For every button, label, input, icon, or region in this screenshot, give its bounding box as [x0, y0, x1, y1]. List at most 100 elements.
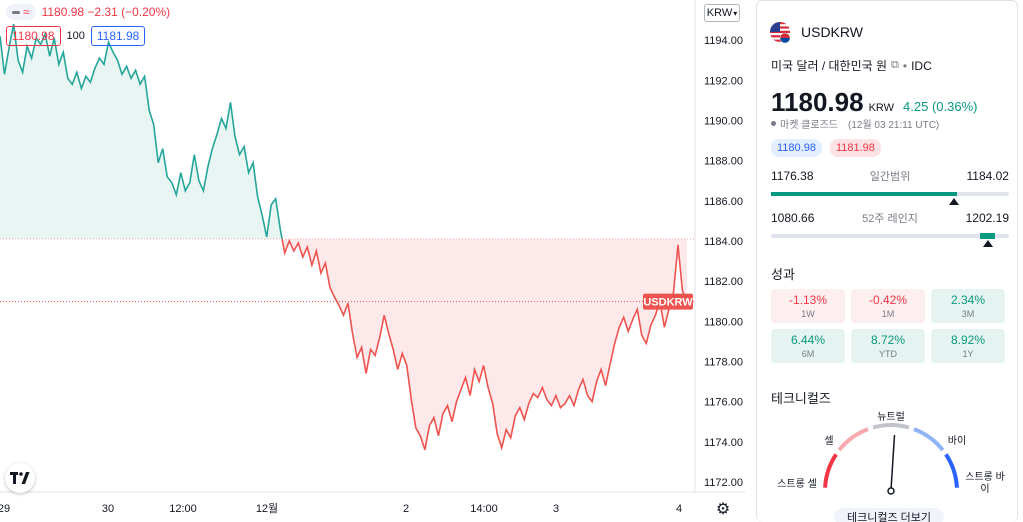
day-range-track	[771, 192, 1009, 205]
gauge-pivot	[887, 487, 895, 495]
week52-range-high: 1202.19	[965, 211, 1009, 225]
y-tick-label: 1184.00	[704, 236, 743, 248]
y-tick-label: 1174.00	[704, 437, 743, 449]
week52-range-low: 1080.66	[771, 211, 815, 225]
symbol-description: 미국 달러 / 대한민국 원	[771, 59, 888, 73]
us-flag-icon	[770, 22, 791, 43]
day-range-high: 1184.02	[966, 169, 1009, 183]
y-tick-label: 1182.00	[704, 276, 743, 288]
x-tick-label: 12월	[256, 502, 278, 515]
performance-cell-1y: 8.92% 1Y	[931, 329, 1005, 363]
gauge-arcs	[823, 423, 959, 488]
week52-range: 1080.66 52주 레인지 1202.19	[771, 210, 1009, 247]
symbol-description-row: 미국 달러 / 대한민국 원 ⧉ • IDC	[771, 57, 932, 74]
tv-logo-glyph	[10, 472, 30, 484]
technicals-more-button[interactable]: 테크니컬즈 더보기	[834, 508, 944, 522]
y-tick-label: 1172.00	[704, 477, 743, 489]
series-line-above	[0, 23, 290, 239]
y-tick-label: 1176.00	[704, 397, 743, 409]
y-axis: 1194.00 1192.00 1190.00 1188.00 1186.00 1184.…	[704, 35, 743, 489]
x-tick-label: 29	[0, 503, 10, 515]
gauge-arc-neutral	[872, 423, 910, 430]
performance-cell-ytd: 8.72% YTD	[851, 329, 925, 363]
buy-price-button[interactable]: 1181.98	[90, 26, 146, 46]
external-link-icon[interactable]: ⧉	[891, 59, 899, 71]
y-tick-label: 1178.00	[704, 356, 743, 368]
x-tick-label: 2	[403, 503, 409, 515]
price-change: 4.25 (0.36%)	[903, 99, 978, 114]
x-tick-label: 30	[102, 503, 114, 515]
performance-period: YTD	[879, 349, 897, 359]
quantity-label[interactable]: 100	[66, 30, 85, 42]
price-row: 1180.98 KRW 4.25 (0.36%)	[771, 87, 977, 118]
sell-price-button[interactable]: 1180.98	[6, 26, 61, 46]
day-range-fill	[771, 192, 957, 196]
currency-unit: KRW	[868, 102, 895, 114]
performance-period: 1M	[881, 309, 895, 319]
performance-value: 6.44%	[790, 333, 826, 347]
last-price: 1180.98	[771, 87, 864, 117]
performance-value: 2.34%	[950, 293, 986, 307]
week52-range-title: 52주 레인지	[862, 213, 918, 225]
gauge-label-strong-sell: 스트롱 셀	[777, 478, 817, 490]
ask-chip: 1181.98	[829, 139, 881, 157]
gear-icon[interactable]: ⚙	[715, 501, 731, 518]
week52-range-fill	[980, 233, 995, 239]
market-time: (12월 03 21:11 UTC)	[847, 120, 940, 131]
last-price-label-group: USDKRW	[643, 293, 693, 310]
performance-cell-1w: -1.13% 1W	[771, 289, 845, 323]
symbol-name[interactable]: USDKRW	[801, 24, 863, 40]
performance-value: 8.72%	[870, 333, 906, 347]
performance-value: -1.13%	[788, 293, 828, 307]
x-tick-label: 3	[553, 503, 559, 515]
bid-chip: 1180.98	[771, 139, 822, 157]
y-tick-label: 1188.00	[704, 156, 743, 168]
area-layer	[0, 24, 687, 450]
separator-dot: •	[902, 58, 908, 73]
performance-period: 3M	[961, 309, 975, 319]
price-chart[interactable]: 1194.00 1192.00 1190.00 1188.00 1186.00 1184.…	[0, 0, 745, 522]
gauge-arc-sell	[837, 427, 869, 452]
week52-range-marker-icon	[982, 240, 993, 247]
gauge-arc-strong-sell	[823, 453, 838, 488]
market-status: 마켓 클로즈드	[780, 120, 838, 131]
x-axis: 29 30 12:00 12월 2 14:00 3 4	[0, 502, 682, 515]
tradingview-logo-icon[interactable]	[5, 463, 35, 493]
performance-period: 1W	[801, 309, 815, 319]
area-above-baseline	[0, 24, 283, 239]
y-tick-label: 1186.00	[704, 196, 743, 208]
week52-range-track	[771, 233, 1009, 247]
performance-period: 6M	[801, 349, 815, 359]
x-tick-label: 14:00	[470, 503, 498, 515]
day-range-title: 일간범위	[869, 171, 911, 183]
performance-cell-3m: 2.34% 3M	[931, 289, 1005, 323]
symbol-header[interactable]: USDKRW	[769, 21, 863, 43]
y-tick-label: 1192.00	[704, 75, 743, 87]
exchange-name[interactable]: IDC	[911, 58, 932, 73]
gauge-label-buy: 바이	[948, 435, 966, 447]
chart-pane[interactable]: 1194.00 1192.00 1190.00 1188.00 1186.00 1184.…	[0, 0, 745, 522]
market-status-dot	[771, 121, 776, 126]
performance-title: 성과	[771, 267, 795, 282]
last-price-series-label: USDKRW	[643, 297, 693, 309]
currency-select[interactable]: KRW ▾	[704, 4, 740, 22]
day-range-low: 1176.38	[771, 169, 814, 183]
symbol-details-panel: USDKRW 미국 달러 / 대한민국 원 ⧉ • IDC 1180.98 KR…	[756, 0, 1018, 522]
x-tick-label: 12:00	[169, 503, 197, 515]
gauge-arc-strong-buy	[944, 453, 959, 488]
y-tick-label: 1190.00	[704, 115, 743, 127]
performance-period: 1Y	[962, 349, 974, 359]
gauge-label-sell: 셀	[824, 435, 833, 447]
performance-cell-6m: 6.44% 6M	[771, 329, 845, 363]
legend-toggle[interactable]: ≈	[6, 4, 36, 20]
bid-ask-row: 1180.98 1181.98	[771, 139, 881, 157]
performance-cell-1m: -0.42% 1M	[851, 289, 925, 323]
line-layer	[0, 23, 695, 451]
day-range-marker-icon	[949, 198, 960, 205]
chart-legend: ≈ 1180.98 −2.31 (−0.20%)	[6, 4, 170, 20]
gauge-label-neutral: 뉴트럴	[877, 410, 905, 423]
currency-select-value: KRW	[706, 7, 733, 19]
y-tick-label: 1194.00	[704, 35, 743, 47]
